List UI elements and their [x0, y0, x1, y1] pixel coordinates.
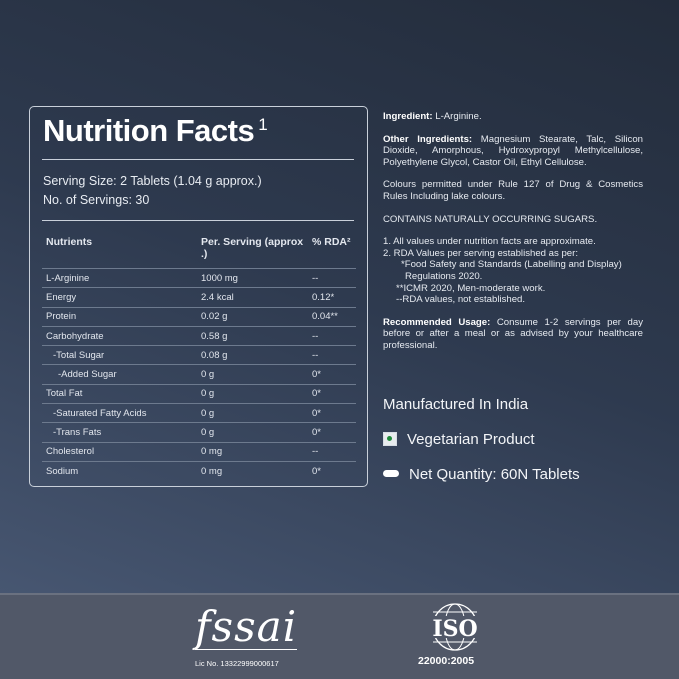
table-row: -Trans Fats 0 g 0* — [42, 422, 356, 443]
rda-value: 0* — [308, 364, 356, 385]
table-row: Cholesterol 0 mg -- — [42, 441, 356, 462]
rda-value: 0* — [308, 383, 356, 404]
net-quantity-line: Net Quantity: 60N Tablets — [383, 466, 580, 483]
table-row: Sodium 0 mg 0* — [42, 460, 356, 481]
nutrient-name: Carbohydrate — [42, 325, 197, 346]
certification-footer — [0, 593, 679, 679]
manufactured-in: Manufactured In India — [383, 396, 529, 413]
rda-value: 0.04** — [308, 306, 356, 327]
footnote: --RDA values, not established. — [396, 294, 526, 306]
rda-value: -- — [308, 441, 356, 462]
per-serving-value: 0 g — [197, 383, 308, 404]
rda-value: 0* — [308, 403, 356, 423]
nutrient-name: Total Fat — [42, 383, 197, 404]
table-row: Energy 2.4 kcal 0.12* — [42, 287, 356, 308]
header-rda: % RDA² — [312, 236, 351, 248]
table-row: Carbohydrate 0.58 g -- — [42, 325, 356, 346]
other-label: Other Ingredients: — [383, 133, 473, 145]
title-footnote: 1 — [258, 115, 268, 134]
nutrient-name: Cholesterol — [42, 441, 197, 462]
table-row: -Added Sugar 0 g 0* — [42, 364, 356, 385]
nutrient-name: Protein — [42, 306, 197, 327]
tablet-icon — [383, 470, 399, 477]
nutrient-name: -Total Sugar — [42, 345, 197, 365]
header-per-serving: Per. Serving (approx .) — [201, 236, 304, 260]
nutrient-name: -Added Sugar — [42, 364, 197, 385]
nutrition-facts-panel: Nutrition Facts 1 Serving Size: 2 Tablets… — [29, 106, 368, 487]
iso-logo-icon: ISO — [427, 603, 483, 651]
vegetarian-mark-icon — [383, 432, 397, 446]
rda-value: -- — [308, 345, 356, 365]
iso-standard: 22000:2005 — [418, 655, 475, 667]
net-quantity-text: Net Quantity: 60N Tablets — [409, 466, 580, 483]
usage-value: Consume 1-2 servings per day before or a… — [383, 316, 643, 351]
per-serving-value: 0 g — [197, 403, 308, 423]
ingredient: Ingredient: L-Arginine. — [383, 111, 643, 123]
rda-value: 0.12* — [308, 287, 356, 308]
per-serving-value: 0 mg — [197, 460, 308, 481]
other-value: Magnesium Stearate, Talc, Silicon Dioxid… — [383, 133, 643, 168]
per-serving-value: 0 g — [197, 364, 308, 385]
nutrient-name: Energy — [42, 287, 197, 308]
nutrition-table: Nutrients Per. Serving (approx .) % RDA²… — [42, 232, 356, 481]
rda-value: -- — [308, 325, 356, 346]
nutrient-name: L-Arginine — [42, 267, 197, 288]
divider — [42, 220, 354, 221]
per-serving-value: 0.08 g — [197, 345, 308, 365]
per-serving-value: 0 mg — [197, 441, 308, 462]
ingredient-value: L-Arginine. — [432, 111, 482, 122]
license-number: Lic No. 13322999000617 — [195, 659, 279, 668]
ingredients-info: Ingredient: L-Arginine. Other Ingredient… — [383, 111, 643, 363]
per-serving-value: 2.4 kcal — [197, 287, 308, 308]
usage-label: Recommended Usage: — [383, 316, 491, 328]
footnote: *Food Safety and Standards (Labelling an… — [401, 259, 622, 282]
table-row: L-Arginine 1000 mg -- — [42, 267, 356, 288]
servings-count: No. of Servings: 30 — [43, 193, 150, 207]
other-ingredients: Other Ingredients: Magnesium Stearate, T… — [383, 134, 643, 169]
recommended-usage: Recommended Usage: Consume 1-2 servings … — [383, 317, 643, 352]
nutrient-name: Sodium — [42, 460, 197, 481]
nutrient-name: -Saturated Fatty Acids — [42, 403, 197, 423]
title-text: Nutrition Facts — [43, 113, 255, 148]
per-serving-value: 0 g — [197, 422, 308, 443]
vegetarian-text: Vegetarian Product — [407, 431, 535, 448]
table-row: Total Fat 0 g 0* — [42, 383, 356, 404]
rda-value: 0* — [308, 460, 356, 481]
footnote: 2. RDA Values per serving established as… — [383, 247, 578, 259]
serving-size: Serving Size: 2 Tablets (1.04 g approx.) — [43, 174, 262, 188]
table-row: Protein 0.02 g 0.04** — [42, 306, 356, 327]
divider — [42, 159, 354, 160]
colours-note: Colours permitted under Rule 127 of Drug… — [383, 179, 643, 202]
per-serving-value: 0.58 g — [197, 325, 308, 346]
rda-value: 0* — [308, 422, 356, 443]
footnote: 1. All values under nutrition facts are … — [383, 236, 596, 248]
sugars-note: CONTAINS NATURALLY OCCURRING SUGARS. — [383, 213, 598, 225]
nutrition-title: Nutrition Facts 1 — [43, 113, 268, 149]
footnote: **ICMR 2020, Men-moderate work. — [396, 282, 546, 294]
vegetarian-line: Vegetarian Product — [383, 431, 535, 448]
rda-value: -- — [308, 267, 356, 288]
per-serving-value: 0.02 g — [197, 306, 308, 327]
table-row: -Saturated Fatty Acids 0 g 0* — [42, 403, 356, 423]
per-serving-value: 1000 mg — [197, 267, 308, 288]
table-row: -Total Sugar 0.08 g -- — [42, 345, 356, 365]
nutrient-name: -Trans Fats — [42, 422, 197, 443]
header-nutrients: Nutrients — [46, 236, 93, 248]
ingredient-label: Ingredient: — [383, 111, 433, 122]
iso-text: ISO — [432, 616, 477, 642]
fssai-logo: fssai — [195, 602, 298, 651]
